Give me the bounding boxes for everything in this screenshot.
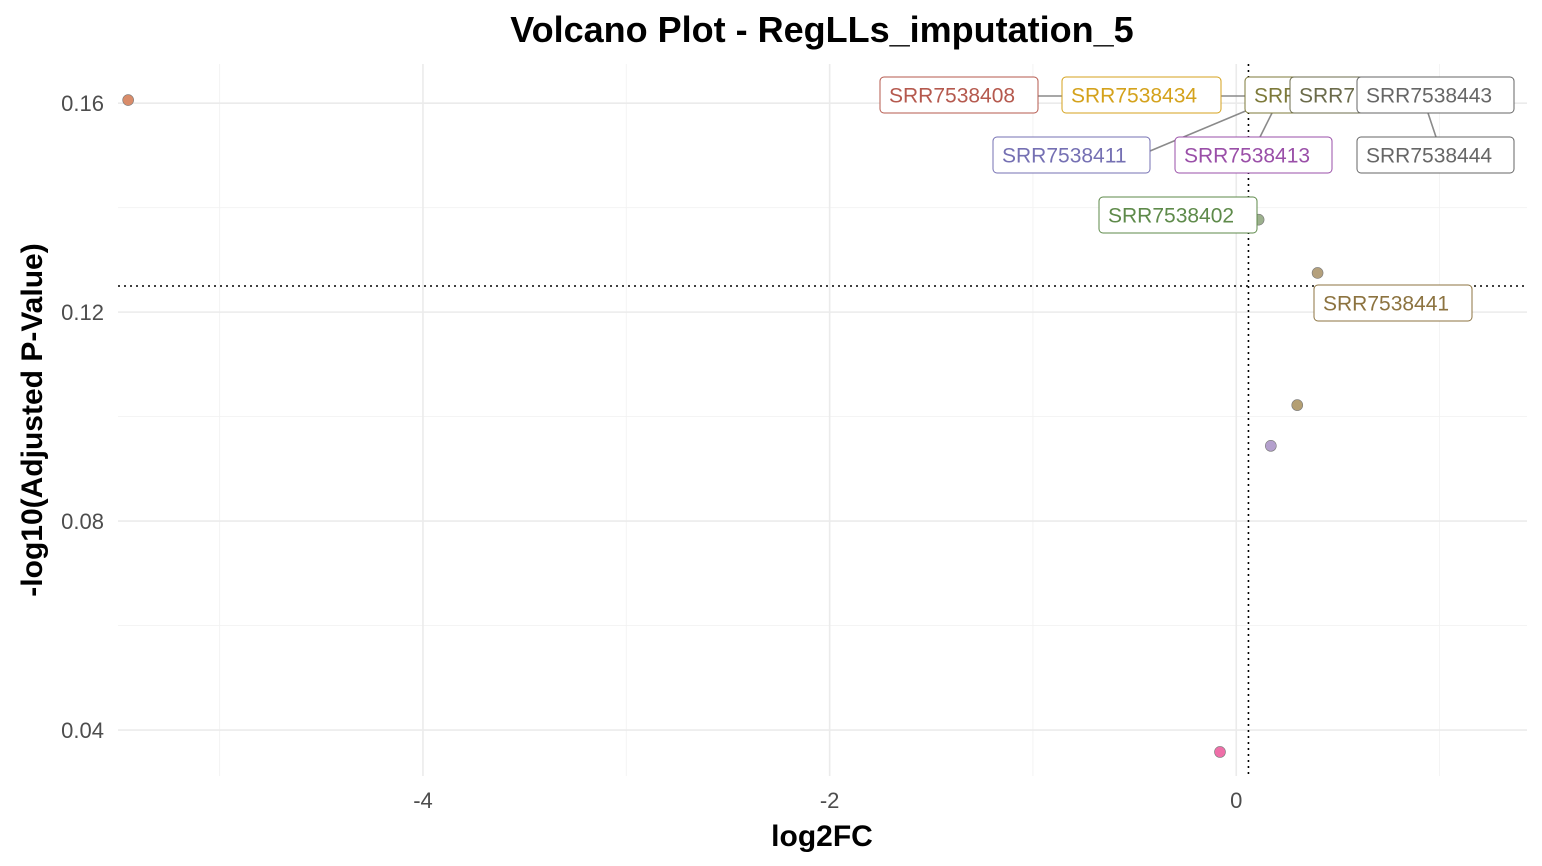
point-labels: SRR7538408 SRR7538434 SRR SRR7 SRR7538443 SRR…: [879, 76, 1515, 322]
point-label-text: SRR7538408: [889, 85, 1015, 108]
point-label: SRR7538444: [1356, 136, 1515, 174]
label-connectors: [1038, 95, 1437, 152]
point-label-box: [879, 76, 1039, 114]
point-label: SRR7538441: [1313, 284, 1473, 322]
x-axis-title: log2FC: [771, 820, 873, 853]
point-label-box: [1061, 76, 1222, 114]
x-tick-label: 0: [1230, 788, 1242, 813]
label-connector: [1149, 109, 1249, 152]
point-label-text: SRR7538434: [1071, 85, 1197, 108]
x-tick-label: -2: [820, 788, 840, 813]
point-label: SRR7538434: [1061, 76, 1222, 114]
data-point: [122, 94, 134, 106]
point-label-box: [1356, 136, 1515, 174]
y-tick-label: 0.16: [61, 91, 104, 116]
point-label: SRR7: [1289, 76, 1366, 114]
reference-lines: [118, 64, 1527, 776]
point-label: SRR7538413: [1174, 136, 1333, 174]
point-label-box: [1356, 76, 1515, 114]
point-label: SRR7538408: [879, 76, 1039, 114]
point-label-box: [1174, 136, 1333, 174]
point-label-text: SRR7538411: [1002, 145, 1127, 168]
point-label-text: SRR7538402: [1108, 205, 1234, 228]
point-label-text: SRR7538441: [1323, 293, 1449, 316]
chart-title: Volcano Plot - RegLLs_imputation_5: [510, 9, 1133, 50]
point-label-text: SRR7538443: [1366, 85, 1492, 108]
point-label-box: [992, 136, 1151, 174]
y-tick-label: 0.12: [61, 300, 104, 325]
x-tick-label: -4: [413, 788, 433, 813]
point-label: SRR7538443: [1356, 76, 1515, 114]
label-connector: [1427, 112, 1437, 138]
x-axis-ticks: -4 -2 0: [413, 788, 1242, 813]
point-label: SRR7538411: [992, 136, 1151, 174]
data-point: [1265, 440, 1277, 452]
y-axis-ticks: 0.04 0.08 0.12 0.16: [61, 91, 104, 743]
point-label-text: SRR7538413: [1184, 145, 1310, 168]
y-tick-label: 0.08: [61, 509, 104, 534]
y-tick-label: 0.04: [61, 718, 104, 743]
point-label-text: SRR7: [1299, 85, 1355, 108]
data-point: [1311, 267, 1324, 279]
data-point: [1291, 399, 1304, 411]
point-label: SRR7538402: [1098, 196, 1258, 234]
point-label-box: [1313, 284, 1473, 322]
point-label-text: SRR7538444: [1366, 145, 1492, 168]
y-axis-title: -log10(Adjusted P-Value): [16, 243, 49, 596]
point-label-box: [1098, 196, 1258, 234]
label-connector: [1259, 112, 1273, 138]
point-label-text: SRR: [1254, 85, 1298, 108]
data-points: [122, 94, 1324, 758]
data-point: [1214, 746, 1226, 758]
